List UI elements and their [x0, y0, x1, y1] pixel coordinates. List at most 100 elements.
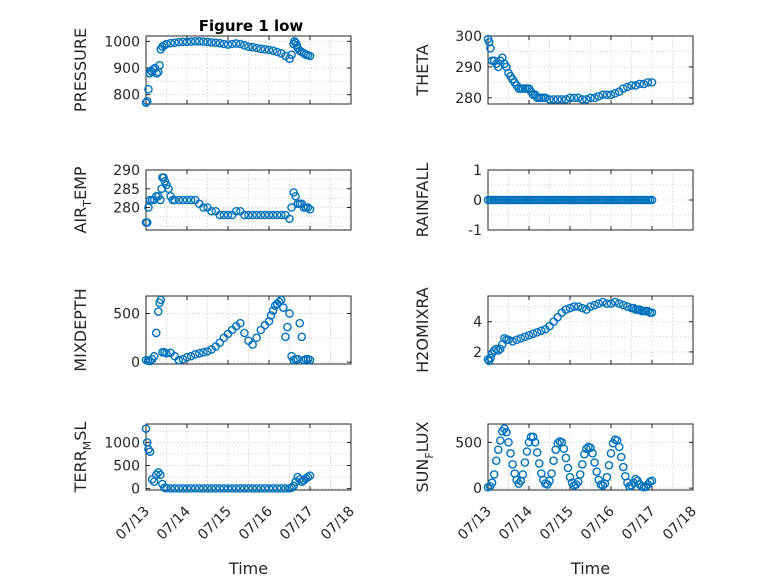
data-point: [578, 95, 587, 104]
subplot-4: -1 0 1 RAINFALL: [413, 163, 694, 239]
data-point: [252, 210, 262, 220]
data-point: [606, 90, 616, 100]
data-point: [283, 322, 292, 332]
data-point: [203, 347, 212, 356]
data-point: [588, 449, 597, 458]
data-point: [199, 348, 208, 357]
data-point: [586, 93, 595, 103]
axes-frame: [145, 35, 352, 105]
data-point: [142, 97, 152, 106]
data-point: [305, 355, 315, 365]
data-point: [170, 484, 179, 493]
data-point: [520, 332, 530, 342]
data-point: [182, 484, 192, 493]
data-point: [194, 484, 204, 493]
data-point: [602, 299, 612, 308]
data-point: [561, 95, 571, 104]
data-point: [166, 38, 175, 48]
data-point: [586, 443, 595, 453]
data-point: [500, 334, 509, 343]
data-point: [305, 471, 315, 480]
data-point: [162, 39, 171, 49]
y-tick-label: 800: [113, 88, 140, 104]
data-point: [219, 210, 229, 220]
data-point: [190, 484, 200, 493]
x-tick-label: 07/14: [154, 503, 194, 543]
data-point: [561, 305, 571, 314]
data-point: [215, 38, 225, 48]
data-point: [252, 43, 262, 53]
x-tick-label: 07/14: [496, 503, 536, 543]
data-point: [524, 438, 534, 447]
data-point: [647, 195, 657, 205]
data-point: [489, 470, 499, 479]
data-point: [549, 95, 558, 104]
data-point: [144, 85, 153, 94]
data-point: [305, 205, 315, 214]
data-point: [240, 328, 249, 338]
data-point: [643, 78, 653, 87]
data-point: [268, 210, 278, 220]
data-point: [530, 438, 540, 447]
data-point: [152, 69, 161, 78]
data-point: [144, 445, 153, 454]
data-point: [215, 210, 225, 220]
data-point: [627, 81, 636, 90]
data-point: [285, 214, 294, 224]
data-point: [565, 93, 575, 103]
y-axis-label: TERRMSL: [71, 422, 94, 494]
data-point: [248, 484, 257, 493]
data-point: [495, 436, 505, 445]
data-point: [166, 484, 175, 493]
data-point: [178, 195, 188, 205]
data-point: [287, 203, 296, 212]
data-point: [264, 484, 274, 493]
data-point: [516, 334, 526, 343]
data-point: [155, 61, 164, 70]
x-axis-label: Time: [570, 559, 610, 578]
data-point: [164, 184, 173, 194]
data-point: [598, 90, 608, 100]
data-point: [244, 484, 253, 493]
data-point: [578, 303, 587, 313]
data-point: [199, 37, 208, 46]
data-point: [580, 449, 589, 459]
data-point: [594, 299, 604, 308]
data-point: [602, 90, 612, 100]
data-point: [610, 297, 620, 307]
data-point: [231, 206, 241, 216]
y-tick-label: 290: [455, 60, 482, 76]
data-point: [295, 475, 305, 484]
data-point: [559, 444, 569, 454]
data-point: [203, 37, 212, 47]
data-point: [178, 37, 188, 47]
data-point: [256, 44, 266, 54]
data-point: [215, 484, 225, 493]
data-point: [508, 337, 517, 346]
data-point: [151, 328, 161, 338]
data-point: [268, 306, 278, 315]
data-point: [565, 472, 575, 482]
data-point: [291, 191, 300, 201]
subplot-8: 0 500 07/13 07/14 07/15 07/16 07/17 07/18 SUNFLU…: [413, 421, 700, 578]
data-point: [149, 351, 159, 361]
data-point: [487, 478, 497, 487]
data-point: [532, 448, 542, 457]
axes-frame: [145, 423, 352, 491]
data-point: [223, 484, 233, 493]
data-point: [174, 484, 184, 493]
data-point: [223, 210, 233, 220]
data-point: [547, 469, 556, 478]
y-axis-label: PRESSURE: [71, 28, 90, 112]
subplot-7: 0 500 1000 07/13 07/14 07/15 07/16 07/17 07/18 TE…: [71, 422, 358, 578]
data-point: [569, 93, 579, 103]
data-point: [623, 302, 632, 311]
data-point: [586, 302, 595, 311]
data-point: [156, 295, 166, 305]
data-point: [631, 474, 640, 484]
data-point: [635, 305, 645, 314]
y-tick-label: 500: [113, 306, 140, 322]
data-point: [553, 312, 563, 322]
data-point: [606, 299, 616, 308]
